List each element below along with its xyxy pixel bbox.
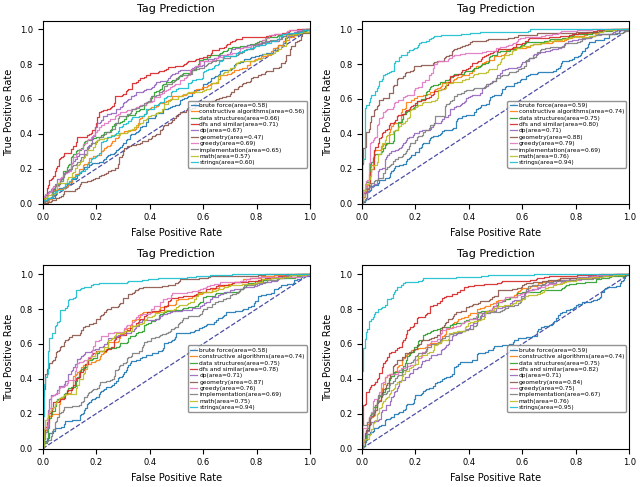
Y-axis label: True Positive Rate: True Positive Rate [4,313,14,401]
Legend: brute force(area=0.58), constructive algorithms(area=0.56), data structures(area: brute force(area=0.58), constructive alg… [188,100,307,168]
Y-axis label: True Positive Rate: True Positive Rate [323,313,333,401]
Title: Tag Prediction: Tag Prediction [457,249,534,259]
Title: Tag Prediction: Tag Prediction [138,4,215,14]
X-axis label: False Positive Rate: False Positive Rate [131,473,222,483]
Title: Tag Prediction: Tag Prediction [457,4,534,14]
Title: Tag Prediction: Tag Prediction [138,249,215,259]
Legend: brute force(area=0.59), constructive algorithms(area=0.74), data structures(area: brute force(area=0.59), constructive alg… [508,100,627,168]
Legend: brute force(area=0.59), constructive algorithms(area=0.74), data structures(area: brute force(area=0.59), constructive alg… [508,345,627,412]
X-axis label: False Positive Rate: False Positive Rate [450,473,541,483]
Y-axis label: True Positive Rate: True Positive Rate [323,69,333,156]
X-axis label: False Positive Rate: False Positive Rate [131,228,222,238]
X-axis label: False Positive Rate: False Positive Rate [450,228,541,238]
Y-axis label: True Positive Rate: True Positive Rate [4,69,14,156]
Legend: brute force(area=0.58), constructive algorithms(area=0.74), data structures(area: brute force(area=0.58), constructive alg… [188,345,307,412]
